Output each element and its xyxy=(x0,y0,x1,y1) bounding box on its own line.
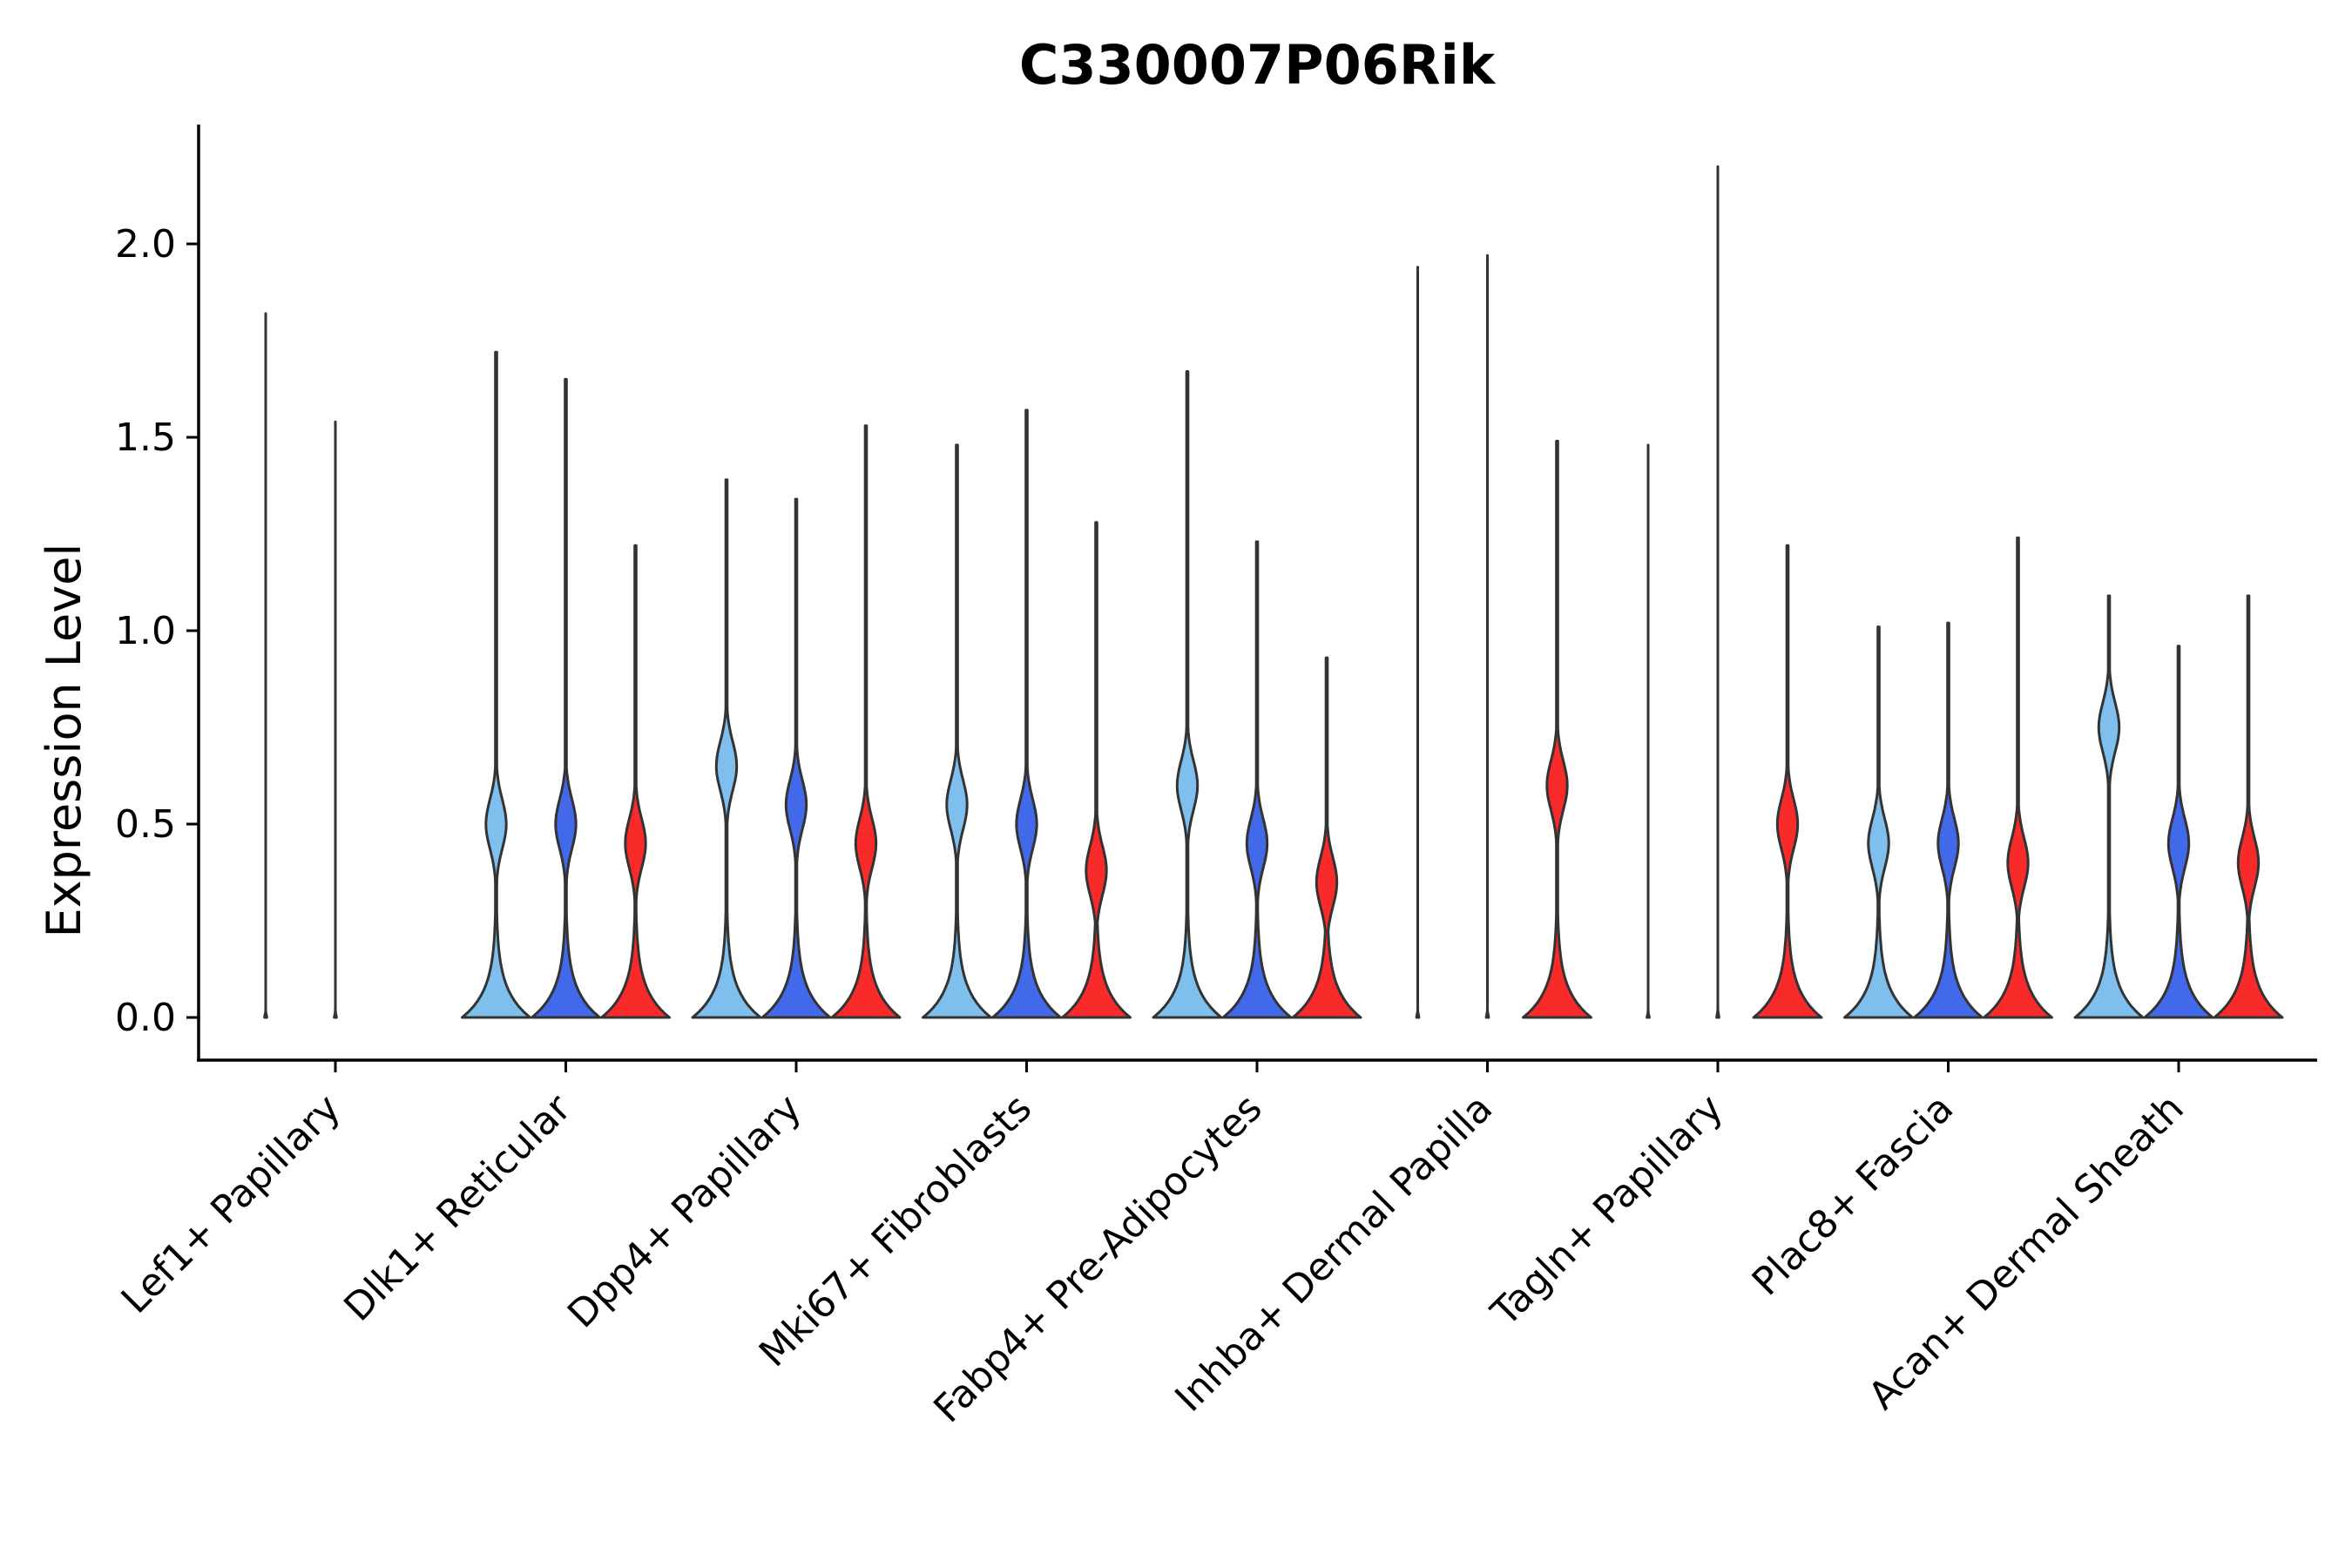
y-tick-label: 2.0 xyxy=(115,222,176,267)
violin-1 xyxy=(922,443,992,1019)
violin-2 xyxy=(1221,540,1293,1019)
x-tick-label: Tagln+ Papillary xyxy=(1483,1086,1732,1335)
y-tick-label: 0.5 xyxy=(115,802,176,847)
x-tick-label: Dlk1+ Reticular xyxy=(335,1085,580,1330)
violin-1 xyxy=(461,350,531,1019)
y-tick-label: 0.0 xyxy=(115,996,176,1040)
violin-1 xyxy=(263,312,268,1019)
x-tick-label: Lef1+ Papillary xyxy=(113,1086,349,1322)
violin-3 xyxy=(2213,594,2284,1019)
chart-title: C330007P06Rik xyxy=(1019,33,1497,97)
violin-2 xyxy=(2143,645,2214,1019)
violin-1 xyxy=(691,478,762,1019)
violin-2 xyxy=(333,420,338,1019)
violin-1 xyxy=(1843,625,1914,1019)
violin-2 xyxy=(760,497,832,1019)
violin-2 xyxy=(1913,621,1984,1019)
x-tick-label: Plac8+ Fascia xyxy=(1744,1086,1963,1305)
violin-2 xyxy=(531,377,601,1019)
y-axis-label: Expression Level xyxy=(37,544,91,938)
violins-layer xyxy=(263,165,2284,1019)
y-tick-label: 1.5 xyxy=(115,416,176,460)
violin-3 xyxy=(1522,439,1592,1019)
y-axis-ticks: 0.0 0.5 1.0 1.5 2.0 xyxy=(115,222,199,1040)
violin-3 xyxy=(1752,544,1823,1019)
violin-2 xyxy=(1715,165,1720,1019)
violin-2 xyxy=(1484,253,1490,1019)
violin-3 xyxy=(1061,521,1132,1019)
violin-3 xyxy=(600,544,671,1019)
violin-3 xyxy=(830,424,902,1019)
violin-2 xyxy=(991,409,1062,1019)
violin-1 xyxy=(1646,443,1651,1019)
x-tick-label: Dpp4+ Papillary xyxy=(559,1086,810,1337)
y-tick-label: 1.0 xyxy=(115,609,176,653)
violin-1 xyxy=(1415,266,1421,1019)
violin-3 xyxy=(1291,656,1362,1019)
violin-1 xyxy=(2073,594,2145,1019)
violin-3 xyxy=(1983,536,2053,1019)
violin-1 xyxy=(1152,370,1223,1019)
